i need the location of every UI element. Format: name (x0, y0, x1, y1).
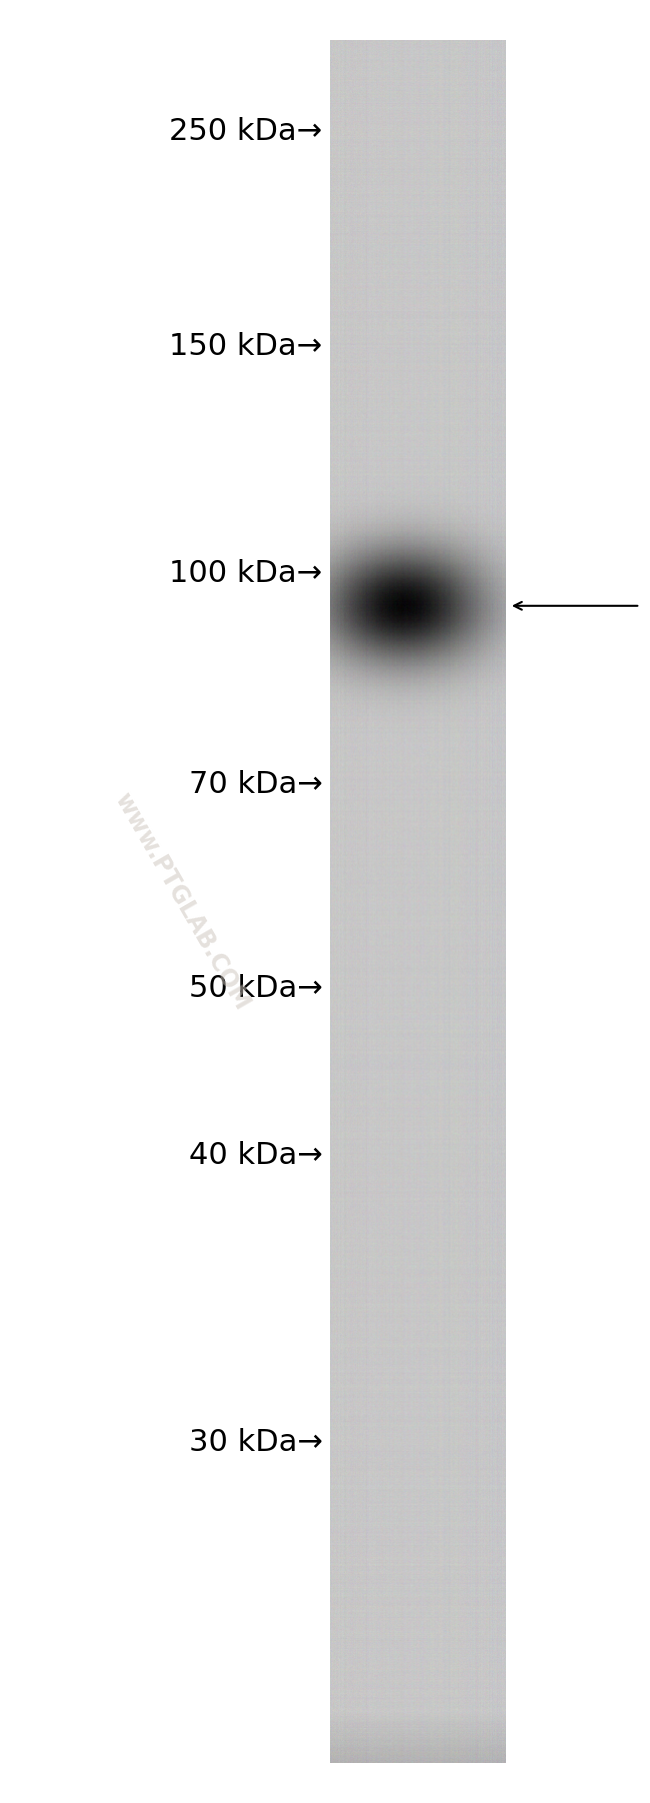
Text: 30 kDa→: 30 kDa→ (188, 1428, 322, 1457)
Text: 250 kDa→: 250 kDa→ (169, 117, 322, 146)
Text: 50 kDa→: 50 kDa→ (188, 974, 322, 1002)
Text: www.PTGLAB.COM: www.PTGLAB.COM (110, 788, 254, 1015)
Text: 40 kDa→: 40 kDa→ (188, 1141, 322, 1170)
Text: 100 kDa→: 100 kDa→ (169, 559, 322, 588)
Text: 70 kDa→: 70 kDa→ (188, 770, 322, 799)
Text: 150 kDa→: 150 kDa→ (169, 332, 322, 361)
